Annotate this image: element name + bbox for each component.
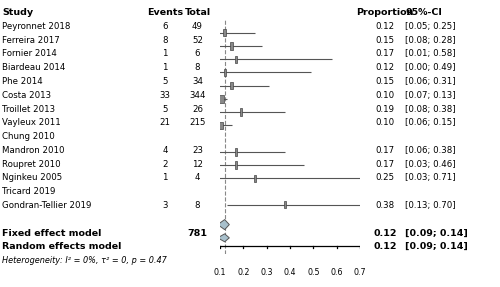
Bar [224, 69, 226, 76]
Text: [0.08; 0.38]: [0.08; 0.38] [405, 104, 456, 114]
Text: 0.10: 0.10 [376, 91, 394, 100]
Text: 6: 6 [162, 22, 168, 31]
Text: Total: Total [184, 8, 210, 17]
Text: 0.12: 0.12 [376, 22, 394, 31]
Text: [0.03; 0.71]: [0.03; 0.71] [405, 173, 456, 183]
Text: 8: 8 [195, 201, 200, 210]
Bar [223, 29, 226, 36]
Text: Peyronnet 2018: Peyronnet 2018 [2, 22, 70, 31]
Bar [284, 201, 286, 208]
Text: 0.12: 0.12 [373, 242, 397, 251]
Text: 0.15: 0.15 [376, 77, 394, 86]
Text: Events: Events [147, 8, 183, 17]
Text: Proportion: Proportion [356, 8, 414, 17]
Text: 6: 6 [195, 49, 200, 59]
Text: 1: 1 [162, 63, 168, 72]
Text: Random effects model: Random effects model [2, 242, 122, 251]
Bar [216, 95, 224, 103]
Text: 0.15: 0.15 [376, 36, 394, 45]
Text: 215: 215 [189, 118, 206, 127]
Bar [216, 122, 224, 129]
Polygon shape [218, 220, 230, 230]
Text: [0.05; 0.25]: [0.05; 0.25] [405, 22, 456, 31]
Text: 0.17: 0.17 [376, 49, 394, 59]
Text: 0.7: 0.7 [354, 268, 366, 278]
Text: Roupret 2010: Roupret 2010 [2, 160, 60, 169]
Text: [0.06; 0.15]: [0.06; 0.15] [405, 118, 456, 127]
Text: Nginkeu 2005: Nginkeu 2005 [2, 173, 62, 183]
Text: 0.19: 0.19 [376, 104, 394, 114]
Text: Phe 2014: Phe 2014 [2, 77, 43, 86]
Text: 26: 26 [192, 104, 203, 114]
Text: 49: 49 [192, 22, 203, 31]
Bar [236, 161, 238, 169]
Text: 52: 52 [192, 36, 203, 45]
Text: [0.06; 0.38]: [0.06; 0.38] [405, 146, 456, 155]
Text: 1: 1 [162, 173, 168, 183]
Text: [0.01; 0.58]: [0.01; 0.58] [405, 49, 456, 59]
Bar [236, 55, 238, 63]
Text: 781: 781 [188, 228, 208, 238]
Text: 344: 344 [189, 91, 206, 100]
Text: Troillet 2013: Troillet 2013 [2, 104, 55, 114]
Text: Tricard 2019: Tricard 2019 [2, 187, 56, 196]
Text: [0.00; 0.49]: [0.00; 0.49] [405, 63, 456, 72]
Text: 0.6: 0.6 [330, 268, 343, 278]
Text: Biardeau 2014: Biardeau 2014 [2, 63, 66, 72]
Text: 3: 3 [162, 201, 168, 210]
Text: Fornier 2014: Fornier 2014 [2, 49, 57, 59]
Text: 0.4: 0.4 [284, 268, 296, 278]
Text: 12: 12 [192, 160, 203, 169]
Bar [230, 42, 234, 50]
Text: Gondran-Tellier 2019: Gondran-Tellier 2019 [2, 201, 92, 210]
Bar [240, 108, 242, 116]
Text: 0.25: 0.25 [376, 173, 394, 183]
Text: Vayleux 2011: Vayleux 2011 [2, 118, 61, 127]
Text: 4: 4 [162, 146, 168, 155]
Text: 0.38: 0.38 [376, 201, 394, 210]
Text: [0.09; 0.14]: [0.09; 0.14] [405, 242, 468, 251]
Text: [0.06; 0.31]: [0.06; 0.31] [405, 77, 456, 86]
Text: 0.12: 0.12 [373, 228, 397, 238]
Text: [0.13; 0.70]: [0.13; 0.70] [405, 201, 456, 210]
Text: [0.03; 0.46]: [0.03; 0.46] [405, 160, 456, 169]
Text: 0.17: 0.17 [376, 160, 394, 169]
Text: Mandron 2010: Mandron 2010 [2, 146, 64, 155]
Bar [235, 148, 238, 156]
Text: 0.1: 0.1 [214, 268, 226, 278]
Text: 0.17: 0.17 [376, 146, 394, 155]
Text: 5: 5 [162, 77, 168, 86]
Text: 0.12: 0.12 [376, 63, 394, 72]
Polygon shape [218, 234, 230, 242]
Text: 21: 21 [160, 118, 170, 127]
Bar [230, 82, 233, 89]
Text: 4: 4 [195, 173, 200, 183]
Text: Costa 2013: Costa 2013 [2, 91, 51, 100]
Text: 1: 1 [162, 49, 168, 59]
Text: 0.10: 0.10 [376, 118, 394, 127]
Text: 95%-CI: 95%-CI [405, 8, 442, 17]
Text: 2: 2 [162, 160, 168, 169]
Text: 23: 23 [192, 146, 203, 155]
Text: 34: 34 [192, 77, 203, 86]
Text: [0.08; 0.28]: [0.08; 0.28] [405, 36, 456, 45]
Text: 5: 5 [162, 104, 168, 114]
Text: 0.3: 0.3 [260, 268, 273, 278]
Text: 0.2: 0.2 [237, 268, 250, 278]
Text: Ferreira 2017: Ferreira 2017 [2, 36, 60, 45]
Text: Chung 2010: Chung 2010 [2, 132, 55, 141]
Text: Study: Study [2, 8, 33, 17]
Text: 8: 8 [162, 36, 168, 45]
Text: Heterogeneity: I² = 0%, τ² = 0, p = 0.47: Heterogeneity: I² = 0%, τ² = 0, p = 0.47 [2, 256, 167, 265]
Text: Fixed effect model: Fixed effect model [2, 228, 102, 238]
Text: 0.5: 0.5 [307, 268, 320, 278]
Text: 33: 33 [160, 91, 170, 100]
Text: 8: 8 [195, 63, 200, 72]
Bar [254, 174, 256, 182]
Text: [0.09; 0.14]: [0.09; 0.14] [405, 228, 468, 238]
Text: [0.07; 0.13]: [0.07; 0.13] [405, 91, 456, 100]
